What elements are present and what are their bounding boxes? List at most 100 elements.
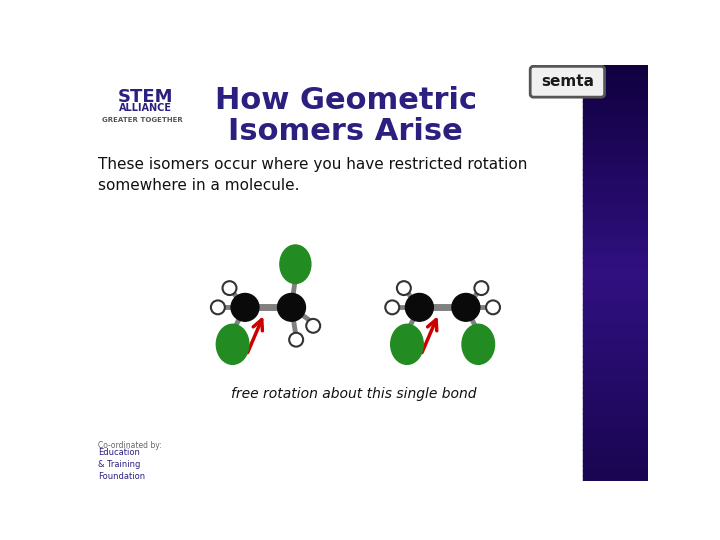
Bar [582,320,648,326]
Text: Isomers Arise: Isomers Arise [228,117,463,146]
Bar [582,470,648,476]
Bar [582,288,648,294]
Bar [582,267,648,273]
Bar [582,117,648,123]
Bar [582,168,648,175]
Bar [582,418,648,424]
Circle shape [277,294,305,321]
Bar [582,241,648,247]
Bar [582,195,648,201]
Bar [582,153,648,159]
Circle shape [222,281,236,295]
Bar [582,356,648,362]
Bar [582,164,648,170]
Bar [582,278,648,284]
Bar [582,429,648,435]
Circle shape [211,300,225,314]
Ellipse shape [280,245,311,284]
Bar [582,184,648,190]
Bar [582,143,648,148]
Bar [582,226,648,232]
Bar [582,158,648,164]
Bar [582,132,648,138]
Bar [582,231,648,237]
Bar [582,408,648,414]
Bar [582,449,648,455]
Bar [582,91,648,97]
Bar [582,294,648,300]
Bar [582,138,648,144]
Circle shape [289,333,303,347]
Bar [582,330,648,336]
Bar [582,346,648,352]
Bar [582,434,648,440]
Bar [582,372,648,377]
Bar [582,122,648,128]
Bar [582,413,648,419]
Text: free rotation about this single bond: free rotation about this single bond [230,387,476,401]
Text: GREATER TOGETHER: GREATER TOGETHER [102,117,182,123]
Bar [582,215,648,221]
Bar [582,387,648,393]
Bar [582,423,648,429]
Ellipse shape [391,325,423,364]
FancyBboxPatch shape [530,66,605,97]
Circle shape [385,300,399,314]
Bar [582,96,648,102]
Bar [582,340,648,346]
Bar [582,444,648,450]
Bar [582,350,648,356]
Text: semta: semta [541,74,594,89]
Bar [582,475,648,481]
Circle shape [405,294,433,321]
Bar [582,106,648,112]
Bar [582,314,648,320]
Bar [582,101,648,107]
Bar [582,221,648,227]
Bar [582,382,648,388]
Bar [582,190,648,195]
Bar [582,361,648,367]
Text: Co-ordinated by:: Co-ordinated by: [98,441,161,450]
Circle shape [474,281,488,295]
Bar [582,366,648,372]
Circle shape [306,319,320,333]
Bar [582,335,648,341]
Circle shape [397,281,411,295]
Ellipse shape [216,325,249,364]
Bar [582,75,648,81]
Bar [582,460,648,466]
Text: Education
& Training
Foundation: Education & Training Foundation [98,448,145,481]
Bar [582,283,648,289]
Bar [582,455,648,461]
Text: These isomers occur where you have restricted rotation
somewhere in a molecule.: These isomers occur where you have restr… [98,157,527,193]
Bar [582,403,648,409]
Bar [582,299,648,305]
Bar [582,237,648,242]
Circle shape [231,294,259,321]
Bar [582,257,648,263]
Text: STEM: STEM [118,88,174,106]
Circle shape [452,294,480,321]
Bar [582,70,648,76]
Bar [582,80,648,86]
Bar [582,148,648,154]
Bar [582,465,648,471]
Bar [582,247,648,253]
Text: How Geometric: How Geometric [215,86,477,116]
Bar [582,377,648,383]
Bar [582,179,648,185]
Bar [582,112,648,118]
Bar [582,273,648,279]
Bar [582,205,648,211]
Bar [582,211,648,217]
Bar [582,262,648,268]
Bar [582,200,648,206]
Bar [582,397,648,403]
Bar [582,325,648,330]
Bar [582,304,648,310]
Bar [582,85,648,92]
Bar [582,439,648,445]
Bar [582,127,648,133]
Bar [582,309,648,315]
